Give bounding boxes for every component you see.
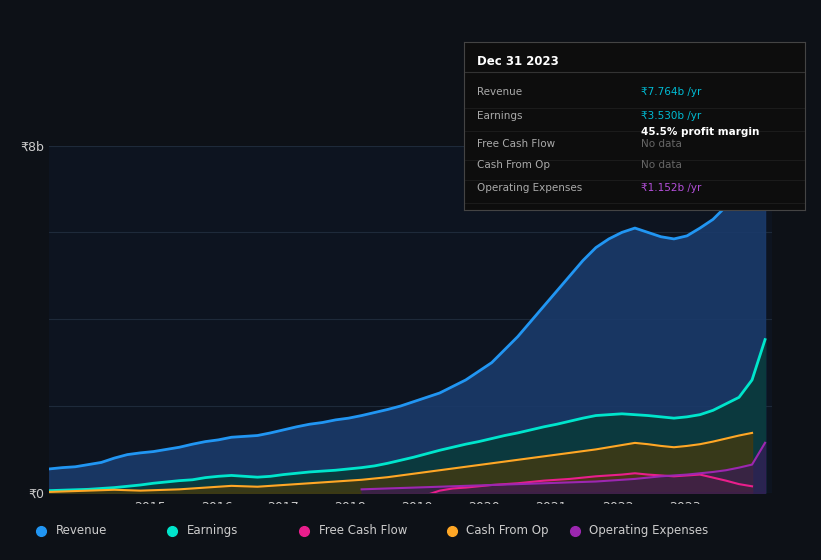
Text: Revenue: Revenue (478, 87, 523, 97)
Text: ₹3.530b /yr: ₹3.530b /yr (641, 111, 701, 121)
Text: Free Cash Flow: Free Cash Flow (478, 139, 556, 150)
Text: Operating Expenses: Operating Expenses (589, 524, 709, 538)
Text: Earnings: Earnings (187, 524, 239, 538)
Text: Cash From Op: Cash From Op (478, 160, 551, 170)
Text: Dec 31 2023: Dec 31 2023 (478, 55, 559, 68)
Text: No data: No data (641, 160, 682, 170)
Text: Cash From Op: Cash From Op (466, 524, 548, 538)
Text: Operating Expenses: Operating Expenses (478, 183, 583, 193)
Text: 45.5% profit margin: 45.5% profit margin (641, 127, 759, 137)
Text: ₹7.764b /yr: ₹7.764b /yr (641, 87, 701, 97)
Text: Earnings: Earnings (478, 111, 523, 121)
Text: No data: No data (641, 139, 682, 150)
Text: Free Cash Flow: Free Cash Flow (319, 524, 407, 538)
Text: Revenue: Revenue (56, 524, 108, 538)
Text: ₹1.152b /yr: ₹1.152b /yr (641, 183, 701, 193)
